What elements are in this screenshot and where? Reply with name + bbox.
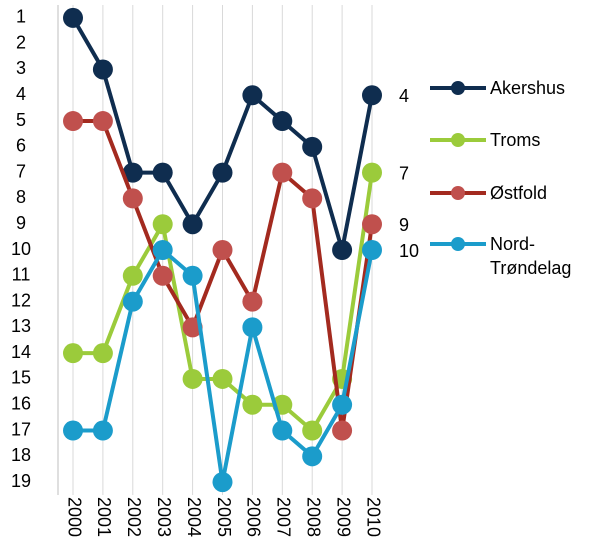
y-tick-label: 5	[16, 110, 26, 130]
point	[152, 265, 173, 286]
y-tick-label: 17	[11, 419, 31, 439]
point	[242, 291, 263, 312]
point	[92, 111, 113, 132]
end-label: 4	[399, 86, 409, 106]
end-label: 7	[399, 163, 409, 183]
x-tick-label: 2008	[303, 497, 323, 537]
point	[122, 188, 143, 209]
point	[332, 420, 353, 441]
point	[272, 420, 293, 441]
legend-marker	[451, 133, 465, 147]
point	[302, 420, 323, 441]
point	[122, 291, 143, 312]
point	[63, 420, 83, 441]
point	[152, 162, 173, 183]
y-tick-label: 15	[11, 368, 31, 388]
point	[242, 317, 263, 338]
y-tick-label: 6	[16, 136, 26, 156]
legend-marker	[451, 237, 465, 251]
point	[242, 85, 263, 106]
point	[362, 214, 382, 235]
point	[92, 343, 113, 364]
x-tick-label: 2005	[214, 497, 234, 537]
y-tick-label: 12	[11, 290, 31, 310]
end-label: 10	[399, 241, 419, 261]
point	[302, 446, 323, 467]
legend-marker	[451, 81, 465, 95]
point	[272, 111, 293, 132]
point	[332, 240, 353, 260]
y-tick-label: 11	[12, 265, 31, 285]
point	[362, 240, 382, 260]
end-label: 9	[399, 215, 409, 235]
x-tick-label: 2006	[244, 497, 264, 537]
legend-label: Troms	[490, 130, 541, 150]
point	[272, 162, 293, 183]
point	[152, 214, 173, 235]
point	[302, 136, 323, 157]
legend-label: Østfold	[490, 183, 548, 203]
point	[63, 7, 83, 28]
point	[122, 265, 143, 286]
y-tick-label: 9	[16, 213, 26, 233]
point	[182, 265, 203, 286]
point	[92, 59, 113, 80]
point	[242, 394, 263, 415]
point	[212, 472, 233, 493]
x-tick-label: 2007	[274, 497, 294, 537]
point	[92, 420, 113, 441]
legend-label: Nord-Trøndelag	[490, 234, 572, 278]
x-tick-label: 2003	[154, 497, 174, 537]
y-tick-label: 19	[11, 471, 31, 491]
point	[212, 240, 233, 260]
point	[302, 188, 323, 209]
x-tick-label: 2001	[94, 497, 114, 537]
y-tick-label: 7	[16, 161, 26, 181]
x-tick-label: 2002	[124, 497, 144, 537]
y-tick-label: 18	[11, 445, 31, 465]
point	[182, 214, 203, 235]
y-tick-label: 10	[11, 239, 31, 259]
y-tick-label: 2	[16, 32, 26, 52]
point	[152, 240, 173, 260]
point	[212, 162, 233, 183]
point	[182, 368, 203, 389]
x-tick-label: 2004	[184, 497, 204, 537]
legend-label: Akershus	[490, 78, 566, 98]
point	[212, 368, 233, 389]
point	[63, 111, 83, 132]
y-tick-label: 13	[11, 316, 31, 336]
x-tick-label: 2000	[64, 497, 84, 537]
point	[332, 394, 353, 415]
y-tick-label: 1	[16, 7, 26, 27]
point	[63, 343, 83, 364]
y-tick-label: 8	[16, 187, 26, 207]
point	[362, 85, 382, 106]
y-tick-label: 16	[11, 393, 31, 413]
x-tick-label: 2010	[363, 497, 383, 537]
point	[362, 162, 382, 183]
y-tick-label: 3	[16, 58, 26, 78]
y-tick-label: 4	[16, 84, 26, 104]
legend-marker	[451, 186, 465, 200]
x-tick-label: 2009	[333, 497, 353, 537]
point	[122, 162, 143, 183]
y-tick-label: 14	[11, 342, 31, 362]
